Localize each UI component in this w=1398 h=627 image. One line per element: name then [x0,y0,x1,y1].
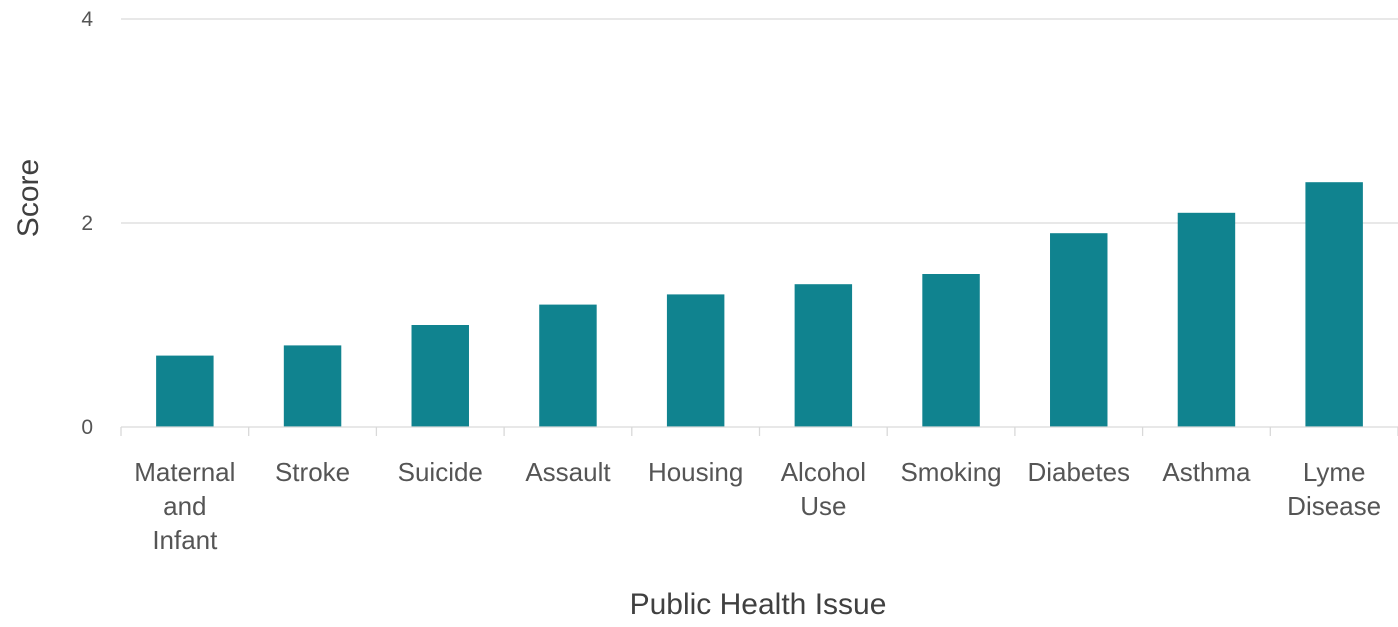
x-tick-label: Smoking [900,457,1001,487]
bar [1305,182,1363,427]
bar [1177,212,1236,427]
x-tick-label: Housing [648,457,743,487]
bar [922,274,980,427]
bar [156,355,214,427]
bar [666,294,725,427]
x-tick-label: Lyme Disease [1287,457,1381,521]
x-tick-labels: Maternal and Infant Stroke Suicide Assault Hou… [134,457,1381,555]
x-tick-label: Maternal and Infant [134,457,235,555]
x-tick-label: Assault [525,457,611,487]
x-axis [120,426,1398,436]
bar [283,345,342,427]
y-tick-labels: 0 2 4 [81,8,93,439]
x-tick-label: Suicide [398,457,483,487]
gridlines [121,18,1398,224]
bar [794,284,853,427]
x-tick-label: Stroke [275,457,350,487]
bar [539,304,597,427]
x-tick-label: Asthma [1162,457,1251,487]
y-axis-title: Score [12,159,45,237]
bars [156,182,1363,427]
bar [1050,233,1108,427]
y-tick-label: 0 [81,416,93,439]
y-tick-label: 4 [81,8,93,31]
y-tick-label: 2 [81,212,93,235]
bar [411,325,469,427]
x-tick-label: Diabetes [1027,457,1130,487]
x-tick-label: Alcohol Use [781,457,866,521]
x-axis-title: Public Health Issue [630,588,887,621]
